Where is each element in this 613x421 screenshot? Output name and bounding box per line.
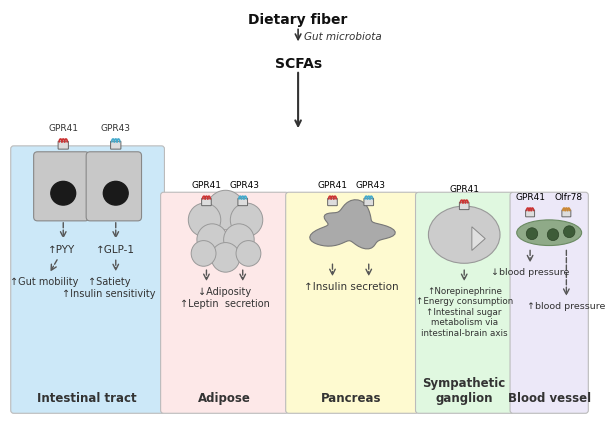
FancyBboxPatch shape <box>58 141 69 149</box>
Ellipse shape <box>104 181 128 205</box>
Circle shape <box>207 190 245 230</box>
Circle shape <box>197 224 227 256</box>
FancyBboxPatch shape <box>110 141 121 149</box>
Text: GPR43: GPR43 <box>356 181 386 190</box>
Text: ↓Adiposity
↑Leptin  secretion: ↓Adiposity ↑Leptin secretion <box>180 287 270 309</box>
Text: ↑blood pressure: ↑blood pressure <box>527 302 606 311</box>
Text: GPR41: GPR41 <box>449 185 479 194</box>
FancyBboxPatch shape <box>86 152 142 221</box>
FancyBboxPatch shape <box>286 192 419 413</box>
Text: Sympathetic
ganglion: Sympathetic ganglion <box>422 377 506 405</box>
Text: ↑Insulin secretion: ↑Insulin secretion <box>304 282 399 292</box>
FancyBboxPatch shape <box>238 198 248 206</box>
Text: ↓blood pressure: ↓blood pressure <box>491 268 569 277</box>
Circle shape <box>191 240 216 266</box>
Text: GPR41: GPR41 <box>515 193 545 202</box>
Ellipse shape <box>428 206 500 263</box>
Text: ↑PYY: ↑PYY <box>48 245 75 255</box>
Text: SCFAs: SCFAs <box>275 57 322 71</box>
FancyBboxPatch shape <box>364 198 373 206</box>
FancyBboxPatch shape <box>525 210 535 217</box>
Text: Intestinal tract: Intestinal tract <box>37 392 137 405</box>
Circle shape <box>547 229 558 240</box>
Text: ↑Norepinephrine
↑Energy consumption
↑Intestinal sugar
metabolism via
intestinal-: ↑Norepinephrine ↑Energy consumption ↑Int… <box>416 287 513 338</box>
FancyBboxPatch shape <box>202 198 211 206</box>
Polygon shape <box>310 200 395 249</box>
Text: Olfr78: Olfr78 <box>554 193 582 202</box>
Text: GPR41: GPR41 <box>318 181 348 190</box>
Circle shape <box>230 203 263 237</box>
FancyBboxPatch shape <box>416 192 514 413</box>
Circle shape <box>236 240 261 266</box>
Text: GPR43: GPR43 <box>101 124 131 133</box>
Text: Pancreas: Pancreas <box>321 392 382 405</box>
Text: Blood vessel: Blood vessel <box>508 392 591 405</box>
Text: Adipose: Adipose <box>198 392 251 405</box>
Ellipse shape <box>517 220 582 245</box>
Circle shape <box>224 224 254 256</box>
Text: Dietary fiber: Dietary fiber <box>248 13 348 27</box>
Ellipse shape <box>51 181 75 205</box>
Text: ↑Gut mobility: ↑Gut mobility <box>10 277 78 287</box>
Circle shape <box>527 228 538 240</box>
FancyBboxPatch shape <box>161 192 289 413</box>
Circle shape <box>211 242 240 272</box>
Text: ↑Satiety
↑Insulin sensitivity: ↑Satiety ↑Insulin sensitivity <box>63 277 156 299</box>
Polygon shape <box>472 227 485 250</box>
Circle shape <box>563 226 575 237</box>
FancyBboxPatch shape <box>510 192 588 413</box>
Text: GPR43: GPR43 <box>230 181 260 190</box>
Circle shape <box>188 203 221 237</box>
Text: GPR41: GPR41 <box>48 124 78 133</box>
FancyBboxPatch shape <box>327 198 337 206</box>
FancyBboxPatch shape <box>11 146 164 413</box>
Text: Gut microbiota: Gut microbiota <box>304 32 381 43</box>
Text: GPR41: GPR41 <box>191 181 221 190</box>
Text: ↑GLP-1: ↑GLP-1 <box>96 245 135 255</box>
FancyBboxPatch shape <box>562 210 571 217</box>
FancyBboxPatch shape <box>459 202 469 210</box>
FancyBboxPatch shape <box>34 152 89 221</box>
